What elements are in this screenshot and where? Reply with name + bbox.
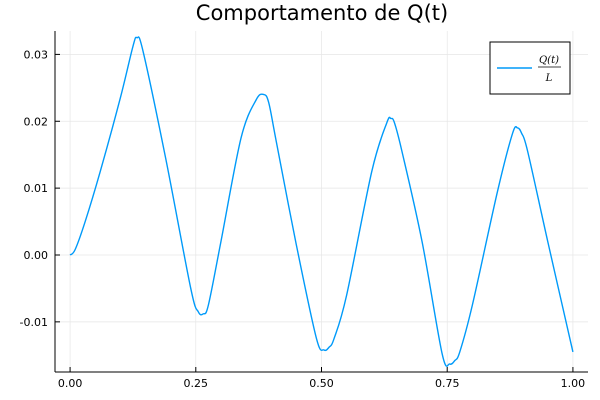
legend-denominator: L bbox=[545, 73, 553, 84]
y-tick-label: -0.01 bbox=[20, 316, 48, 329]
y-tick-label: 0.01 bbox=[24, 182, 49, 195]
x-tick-label: 0.25 bbox=[184, 377, 209, 390]
series-line bbox=[69, 36, 574, 367]
legend-numerator: Q(t) bbox=[539, 55, 559, 66]
y-tick-label: 0.00 bbox=[24, 249, 49, 262]
y-tick-label: 0.02 bbox=[24, 115, 49, 128]
y-axis-ticks: -0.01 0.00 0.01 0.02 0.03 bbox=[20, 48, 60, 329]
legend: Q(t) L bbox=[489, 41, 571, 95]
y-tick-label: 0.03 bbox=[24, 48, 49, 61]
x-tick-label: 0.50 bbox=[309, 377, 334, 390]
x-axis-ticks: 0.00 0.25 0.50 0.75 1.00 bbox=[58, 367, 585, 390]
x-tick-label: 0.00 bbox=[58, 377, 83, 390]
chart-title: Comportamento de Q(t) bbox=[196, 1, 448, 25]
x-gridlines bbox=[69, 31, 574, 372]
x-tick-label: 0.75 bbox=[435, 377, 460, 390]
series-layer bbox=[69, 36, 574, 367]
x-tick-label: 1.00 bbox=[561, 377, 586, 390]
